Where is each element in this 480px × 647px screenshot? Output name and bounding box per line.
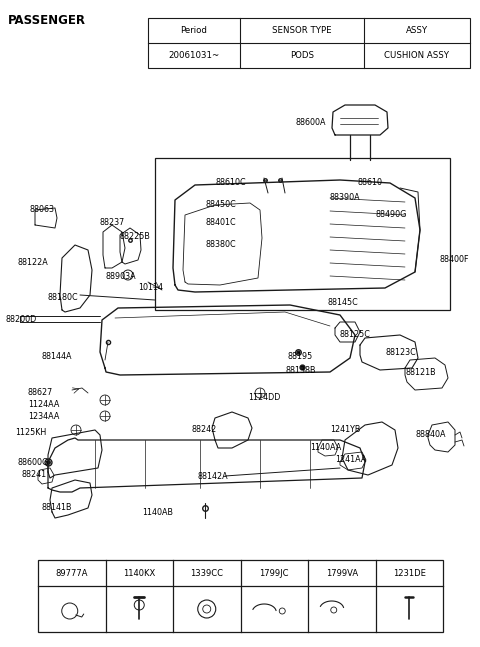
Text: PASSENGER: PASSENGER xyxy=(8,14,86,27)
Text: 88141B: 88141B xyxy=(42,503,72,512)
Text: 88121B: 88121B xyxy=(405,368,436,377)
Text: 88390A: 88390A xyxy=(330,193,360,202)
Text: 88903A: 88903A xyxy=(105,272,136,281)
Text: ASSY: ASSY xyxy=(406,26,428,35)
Text: 88138B: 88138B xyxy=(285,366,315,375)
Text: 1140AB: 1140AB xyxy=(142,508,173,517)
Text: 1125KH: 1125KH xyxy=(15,428,46,437)
Text: 1234AA: 1234AA xyxy=(28,412,60,421)
Text: 1339CC: 1339CC xyxy=(190,569,223,578)
Text: 88490G: 88490G xyxy=(375,210,407,219)
Text: 88225B: 88225B xyxy=(120,232,151,241)
Text: 1799JC: 1799JC xyxy=(260,569,289,578)
Text: 20061031~: 20061031~ xyxy=(168,51,219,60)
Text: 88063: 88063 xyxy=(30,205,55,214)
Text: 88241: 88241 xyxy=(22,470,47,479)
Text: 88200D: 88200D xyxy=(5,315,36,324)
Text: 88242: 88242 xyxy=(192,425,217,434)
Text: 88610C: 88610C xyxy=(215,178,246,187)
Text: 1140AA: 1140AA xyxy=(310,443,341,452)
Text: 89777A: 89777A xyxy=(56,569,88,578)
Text: 88401C: 88401C xyxy=(205,218,236,227)
Text: 88600A: 88600A xyxy=(295,118,325,127)
Text: 10114: 10114 xyxy=(138,283,163,292)
Text: 88380C: 88380C xyxy=(205,240,236,249)
Text: CUSHION ASSY: CUSHION ASSY xyxy=(384,51,449,60)
Text: 1124AA: 1124AA xyxy=(28,400,60,409)
Text: 88195: 88195 xyxy=(288,352,313,361)
Text: 88145C: 88145C xyxy=(328,298,359,307)
Text: 88400F: 88400F xyxy=(440,255,469,264)
Text: 88180C: 88180C xyxy=(48,293,79,302)
Text: 88627: 88627 xyxy=(28,388,53,397)
Text: 88142A: 88142A xyxy=(198,472,228,481)
Text: 88450C: 88450C xyxy=(205,200,236,209)
Text: 88122A: 88122A xyxy=(18,258,49,267)
Bar xyxy=(148,18,470,68)
Bar xyxy=(38,560,443,632)
Text: 1799VA: 1799VA xyxy=(326,569,358,578)
Text: SENSOR TYPE: SENSOR TYPE xyxy=(272,26,332,35)
Text: 1241YB: 1241YB xyxy=(330,425,360,434)
Text: 88123C: 88123C xyxy=(385,348,416,357)
Text: Period: Period xyxy=(180,26,207,35)
Text: 88610: 88610 xyxy=(358,178,383,187)
Text: 88840A: 88840A xyxy=(415,430,445,439)
Text: 88144A: 88144A xyxy=(42,352,72,361)
Text: 1231DE: 1231DE xyxy=(393,569,426,578)
Text: 88237: 88237 xyxy=(100,218,125,227)
Text: PODS: PODS xyxy=(290,51,314,60)
Text: 88125C: 88125C xyxy=(340,330,371,339)
Text: 88600G: 88600G xyxy=(18,458,49,467)
Text: 1140KX: 1140KX xyxy=(123,569,156,578)
Bar xyxy=(155,158,450,310)
Text: 1124DD: 1124DD xyxy=(248,393,280,402)
Text: 1241AA: 1241AA xyxy=(335,455,366,464)
